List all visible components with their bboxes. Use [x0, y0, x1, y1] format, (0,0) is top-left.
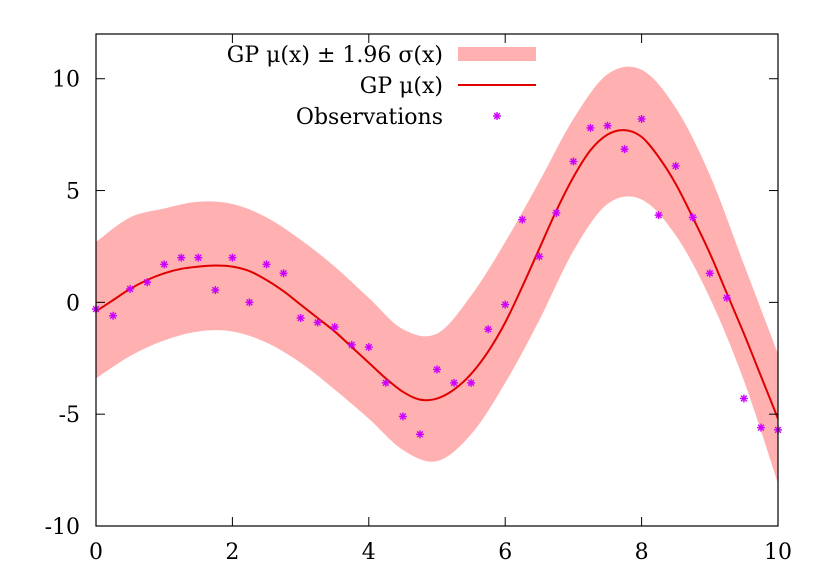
legend-label: GP μ(x) — [360, 74, 443, 99]
observation-point — [671, 161, 680, 170]
observation-point — [211, 286, 220, 295]
x-tick-label: 4 — [362, 540, 376, 565]
observation-point — [177, 253, 186, 262]
observation-point — [756, 423, 765, 432]
observation-point — [705, 269, 714, 278]
confidence-band — [96, 66, 778, 484]
observation-point — [279, 269, 288, 278]
observation-point — [569, 157, 578, 166]
observation-point — [228, 253, 237, 262]
legend: GP μ(x) ± 1.96 σ(x) GP μ(x) Observations — [227, 43, 536, 130]
observation-point — [143, 278, 152, 287]
legend-entry: Observations — [296, 105, 501, 130]
observation-point — [688, 213, 697, 222]
y-tick-label: 0 — [66, 291, 80, 316]
observation-point — [262, 260, 271, 269]
observation-point — [313, 318, 322, 327]
observation-point — [603, 121, 612, 130]
y-tick-label: -5 — [59, 403, 80, 428]
x-tick-label: 0 — [89, 540, 103, 565]
gp-mean-line — [96, 129, 778, 420]
y-tick-label: 5 — [66, 180, 80, 205]
observation-point — [484, 325, 493, 334]
legend-swatch-point — [493, 112, 501, 120]
observation-point — [586, 123, 595, 132]
legend-swatch-band — [458, 47, 536, 61]
observation-point — [535, 252, 544, 261]
x-tick-label: 2 — [225, 540, 239, 565]
observation-point — [347, 340, 356, 349]
mean-line-layer — [96, 129, 778, 420]
legend-label: GP μ(x) ± 1.96 σ(x) — [227, 43, 443, 68]
observation-point — [620, 145, 629, 154]
observation-point — [501, 300, 510, 309]
observation-point — [433, 365, 441, 374]
observation-point — [552, 208, 561, 217]
observation-point — [722, 293, 731, 302]
x-tick-label: 10 — [764, 540, 792, 565]
observation-point — [518, 215, 527, 224]
observation-point — [160, 260, 169, 269]
observation-point — [415, 430, 424, 439]
legend-entry: GP μ(x) — [360, 74, 536, 99]
x-tick-label: 8 — [635, 540, 649, 565]
observation-point — [126, 284, 135, 293]
observation-point — [739, 394, 748, 403]
axes: 0 2 4 6 8 10 -10 -5 0 5 10 — [45, 33, 792, 565]
observation-point — [398, 412, 407, 421]
x-tick-label: 6 — [498, 540, 512, 565]
observation-point — [381, 378, 390, 387]
legend-label: Observations — [296, 105, 443, 130]
y-tick-label: 10 — [52, 68, 80, 93]
observation-point — [450, 378, 459, 387]
observation-point — [296, 314, 305, 323]
plot-frame — [95, 33, 779, 527]
confidence-band-layer — [96, 66, 778, 484]
legend-entry: GP μ(x) ± 1.96 σ(x) — [227, 43, 536, 68]
observation-point — [364, 343, 373, 352]
observation-point — [637, 114, 646, 123]
observation-point — [330, 322, 339, 331]
observations-layer — [92, 114, 782, 439]
observation-point — [194, 253, 203, 262]
observation-point — [654, 211, 663, 220]
observation-point — [109, 311, 118, 320]
y-tick-label: -10 — [45, 515, 80, 540]
observation-point — [245, 298, 254, 307]
observation-point — [467, 378, 476, 387]
